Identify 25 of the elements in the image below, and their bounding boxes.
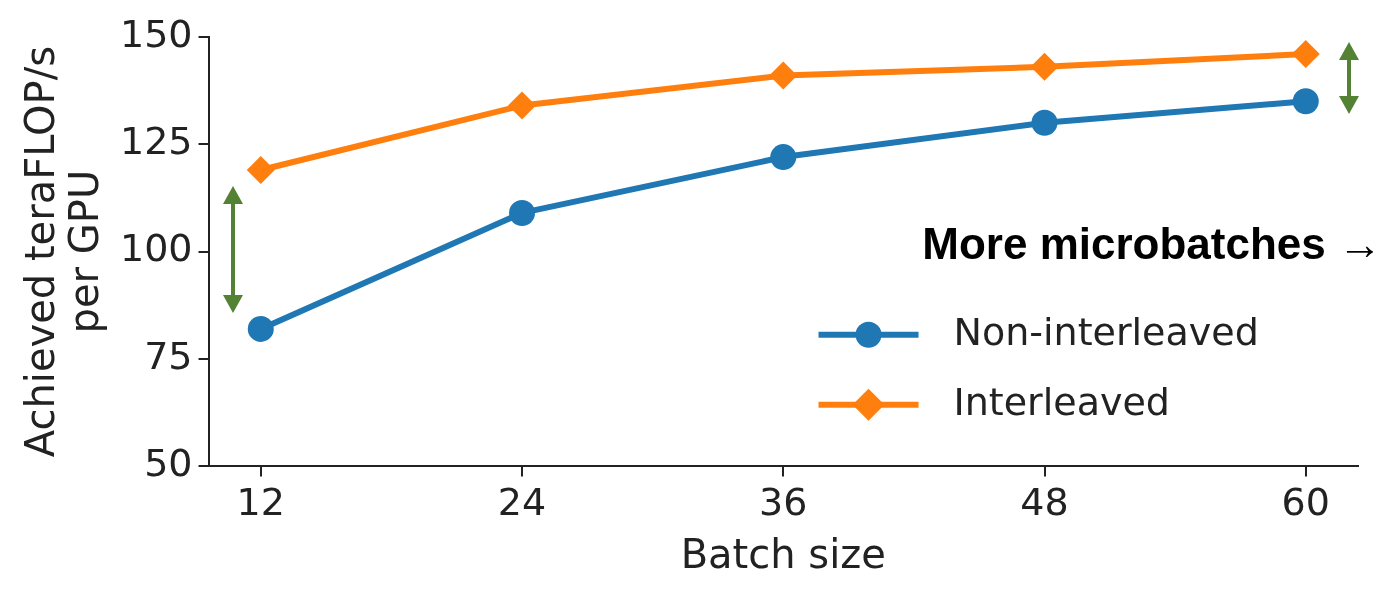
point [508, 91, 537, 120]
x-axis-title: Batch size [680, 531, 886, 578]
x-tick-label: 36 [759, 480, 808, 525]
annotation: More microbatches → [922, 218, 1382, 268]
point [1292, 88, 1319, 115]
point [246, 155, 275, 184]
x-tick-label: 24 [497, 480, 547, 525]
point [1031, 109, 1058, 136]
point [769, 61, 798, 90]
point [1030, 52, 1059, 81]
point [247, 315, 274, 342]
x-tick-label: 12 [236, 480, 285, 525]
y-tick-label: 100 [120, 226, 193, 271]
y-tick-label: 75 [144, 333, 193, 378]
point [770, 144, 797, 171]
legend-label: Non-interleaved [953, 309, 1259, 354]
point [509, 199, 536, 226]
y-tick-label: 50 [144, 441, 193, 486]
y-tick-label: 125 [120, 119, 193, 164]
x-tick-label: 60 [1281, 480, 1330, 525]
y-axis-title: Achieved teraFLOP/s per GPU [17, 46, 108, 458]
point [1291, 39, 1320, 68]
y-tick-label: 150 [120, 11, 193, 56]
x-tick-label: 48 [1020, 480, 1069, 525]
legend-label: Interleaved [953, 379, 1170, 424]
